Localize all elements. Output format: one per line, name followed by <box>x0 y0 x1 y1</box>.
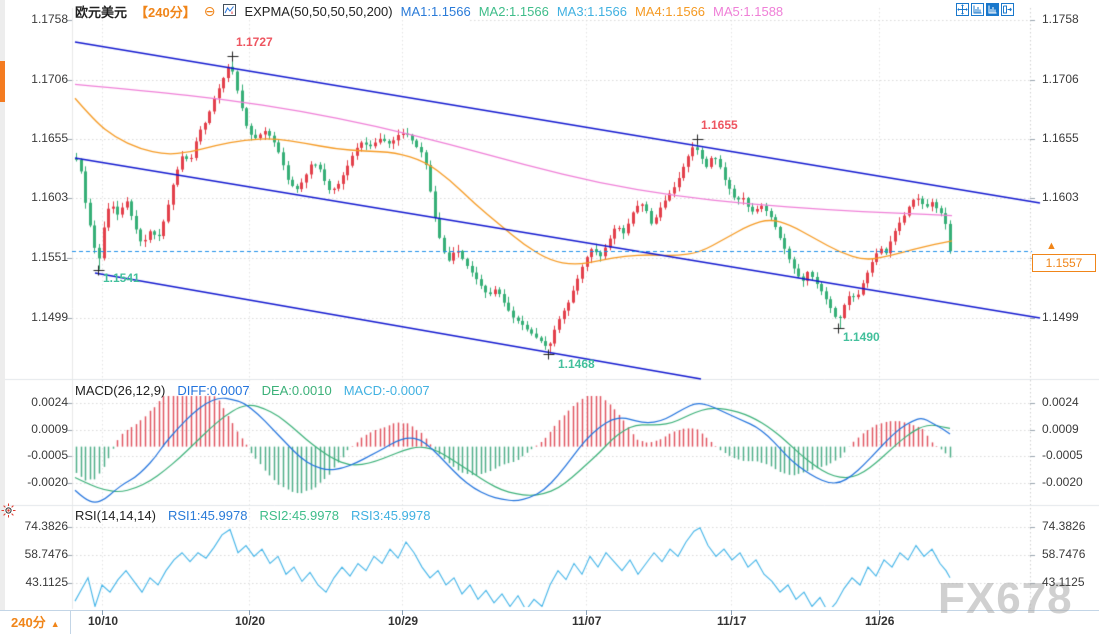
rsi3-value: RSI3:45.9978 <box>350 508 431 523</box>
macd-value: MACD:-0.0007 <box>343 383 430 398</box>
x-axis-tick <box>249 610 250 615</box>
macd-axis-label-right: 0.0024 <box>1042 395 1079 409</box>
price-annotation: 1.1655 <box>701 117 738 132</box>
rsi-axis-label: 58.7476 <box>24 546 68 561</box>
macd-axis-label-right: 0.0009 <box>1042 422 1079 437</box>
y-axis-price-label: 1.1758 <box>31 12 68 26</box>
y-axis-price-label: 1.1655 <box>31 130 68 145</box>
y-axis-price-label-right: 1.1655 <box>1042 130 1079 145</box>
x-axis-tick <box>586 610 587 615</box>
price-annotation: 1.1468 <box>558 356 595 371</box>
chart-header: 欧元美元 【240分】 ⊖ EXPMA(50,50,50,50,200) MA1… <box>75 2 783 20</box>
x-axis-bar: 240分 ▲ <box>0 610 1099 634</box>
x-axis-tick <box>402 610 403 615</box>
x-axis-tick <box>102 610 103 615</box>
timeframe-selector-label: 240分 <box>11 615 46 630</box>
y-axis-price-label: 1.1706 <box>31 71 68 86</box>
x-axis-date-label: 11/17 <box>717 614 747 628</box>
indicator-name: EXPMA(50,50,50,50,200) <box>244 3 393 19</box>
rsi-axis-label-right: 74.3826 <box>1042 519 1086 533</box>
y-axis-price-label: 1.1603 <box>31 190 68 205</box>
macd-axis-label: 0.0009 <box>31 422 68 437</box>
y-axis-price-label-right: 1.1499 <box>1042 310 1079 324</box>
timeframe-selector[interactable]: 240分 ▲ <box>0 611 71 634</box>
macd-dea-value: DEA:0.0010 <box>261 383 332 398</box>
timeframe-label[interactable]: 【240分】 <box>135 4 196 20</box>
x-axis-date-label: 10/29 <box>388 614 419 628</box>
x-axis-tick <box>879 610 880 615</box>
price-up-arrow-icon: ▲ <box>1046 240 1057 252</box>
pan-tool-icon[interactable] <box>956 3 969 16</box>
macd-axis-label: -0.0005 <box>27 447 68 462</box>
rsi-axis-label: 43.1125 <box>25 575 69 589</box>
ma5-value: MA5:1.1588 <box>713 3 784 19</box>
macd-header: MACD(26,12,9) DIFF:0.0007 DEA:0.0010 MAC… <box>75 383 430 398</box>
rsi2-value: RSI2:45.9978 <box>259 508 339 523</box>
timeframe-up-arrow-icon: ▲ <box>50 619 60 629</box>
axis-scale-icon[interactable] <box>971 3 984 16</box>
macd-axis-label: 0.0024 <box>31 395 68 409</box>
x-axis-date-label: 11/07 <box>572 614 602 628</box>
y-axis-price-label-right: 1.1758 <box>1042 12 1079 26</box>
x-axis-date-label: 10/10 <box>88 614 119 628</box>
collapse-icon[interactable]: ⊖ <box>203 3 216 19</box>
indicator-settings-sun-icon[interactable] <box>1 503 16 523</box>
ma1-value: MA1:1.1566 <box>400 3 471 19</box>
exit-fullscreen-icon[interactable] <box>1001 3 1014 16</box>
chart-toolbar <box>956 3 1014 16</box>
macd-diff-value: DIFF:0.0007 <box>177 383 250 398</box>
macd-axis-label-right: -0.0020 <box>1042 475 1083 489</box>
rsi-axis-label: 74.3826 <box>24 519 68 533</box>
price-annotation: 1.1727 <box>236 34 273 49</box>
macd-axis-label: -0.0020 <box>27 475 68 489</box>
price-annotation: 1.1490 <box>843 330 880 345</box>
x-axis-date-label: 10/20 <box>235 614 266 628</box>
current-price-badge: 1.1557 <box>1032 254 1096 272</box>
axis-scale-active-icon[interactable] <box>986 3 999 16</box>
y-axis-price-label: 1.1499 <box>31 310 68 324</box>
macd-title: MACD(26,12,9) <box>75 383 166 398</box>
rsi-title: RSI(14,14,14) <box>75 508 156 523</box>
price-annotation: 1.1541 <box>103 270 140 285</box>
rsi-header: RSI(14,14,14) RSI1:45.9978 RSI2:45.9978 … <box>75 508 430 523</box>
rsi-axis-label-right: 58.7476 <box>1042 546 1086 561</box>
watermark: FX678 <box>938 574 1073 623</box>
ma2-value: MA2:1.1566 <box>478 3 549 19</box>
ma4-value: MA4:1.1566 <box>634 3 706 19</box>
chart-type-icon[interactable] <box>223 3 237 19</box>
x-axis-date-label: 11/26 <box>865 614 895 628</box>
y-axis-price-label-right: 1.1706 <box>1042 71 1079 86</box>
y-axis-price-label-right: 1.1603 <box>1042 190 1079 205</box>
rsi1-value: RSI1:45.9978 <box>167 508 248 523</box>
left-scroll-gutter[interactable] <box>0 0 5 634</box>
ma3-value: MA3:1.1566 <box>556 3 627 19</box>
x-axis-tick <box>731 610 732 615</box>
macd-axis-label-right: -0.0005 <box>1042 447 1083 462</box>
symbol-name: 欧元美元 <box>75 4 128 20</box>
scroll-indicator[interactable] <box>0 61 5 102</box>
rsi-axis-label-right: 43.1125 <box>1042 575 1085 589</box>
y-axis-price-label: 1.1551 <box>31 250 68 265</box>
